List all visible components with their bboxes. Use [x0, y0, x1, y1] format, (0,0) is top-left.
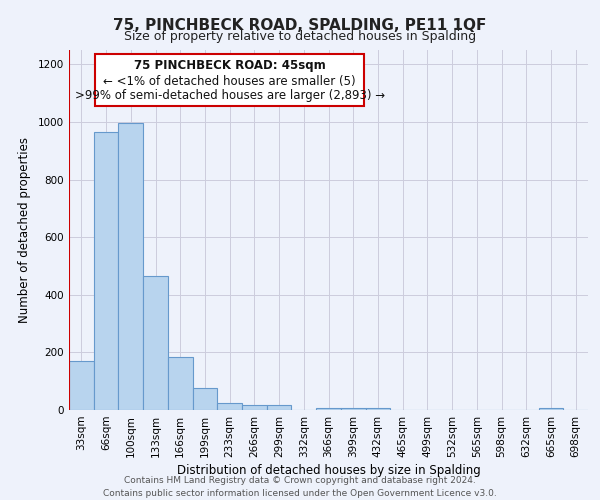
Bar — [193, 388, 217, 410]
Bar — [539, 408, 563, 410]
Text: Contains HM Land Registry data © Crown copyright and database right 2024.
Contai: Contains HM Land Registry data © Crown c… — [103, 476, 497, 498]
Bar — [217, 403, 242, 410]
Text: >99% of semi-detached houses are larger (2,893) →: >99% of semi-detached houses are larger … — [74, 90, 385, 102]
Text: 75 PINCHBECK ROAD: 45sqm: 75 PINCHBECK ROAD: 45sqm — [134, 59, 326, 72]
Bar — [94, 132, 118, 410]
FancyBboxPatch shape — [95, 54, 364, 106]
Bar — [365, 408, 390, 410]
Bar — [267, 405, 292, 410]
Bar — [118, 124, 143, 410]
Text: 75, PINCHBECK ROAD, SPALDING, PE11 1QF: 75, PINCHBECK ROAD, SPALDING, PE11 1QF — [113, 18, 487, 32]
Bar — [69, 361, 94, 410]
Text: Size of property relative to detached houses in Spalding: Size of property relative to detached ho… — [124, 30, 476, 43]
Bar — [316, 408, 341, 410]
Bar — [143, 276, 168, 410]
X-axis label: Distribution of detached houses by size in Spalding: Distribution of detached houses by size … — [176, 464, 481, 477]
Bar — [168, 356, 193, 410]
Text: ← <1% of detached houses are smaller (5): ← <1% of detached houses are smaller (5) — [103, 75, 356, 88]
Bar — [242, 405, 267, 410]
Y-axis label: Number of detached properties: Number of detached properties — [18, 137, 31, 323]
Bar — [341, 408, 365, 410]
